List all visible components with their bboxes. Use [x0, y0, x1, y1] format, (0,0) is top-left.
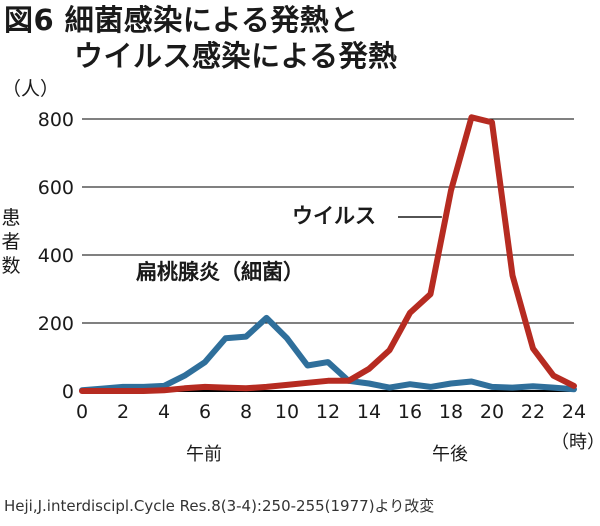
- x-tick-label: 6: [199, 401, 211, 423]
- x-tick-label: 2: [117, 401, 129, 423]
- x-tick-label: 10: [275, 401, 299, 423]
- chart-title: 図6 細菌感染による発熱と ウイルス感染による発熱: [4, 2, 398, 74]
- bacteria-series-label: 扁桃腺炎（細菌）: [136, 260, 304, 284]
- x-tick-label: 12: [316, 401, 340, 423]
- y-axis-label: 患者数: [1, 207, 21, 277]
- x-tick-label: 8: [240, 401, 252, 423]
- y-tick-label: 0: [62, 381, 74, 403]
- x-tick-label: 18: [439, 401, 463, 423]
- bacteria-series-line: [79, 314, 577, 394]
- x-tick-label: 16: [398, 401, 422, 423]
- chart-title-line1: 図6 細菌感染による発熱と: [4, 3, 359, 37]
- x-axis-unit: （時）: [551, 432, 600, 453]
- series-layer: [79, 114, 577, 394]
- x-tick-labels: 0 2 4 6 8 10 12 14 16 18 20 22 24: [76, 401, 586, 423]
- y-axis-unit: （人）: [2, 78, 60, 100]
- x-tick-label: 0: [76, 401, 88, 423]
- virus-series-line: [79, 114, 577, 394]
- chart-title-line2: ウイルス感染による発熱: [74, 39, 398, 73]
- period-pm-label: 午後: [432, 444, 468, 465]
- period-am-label: 午前: [186, 444, 222, 465]
- y-tick-labels: 0 200 400 600 800: [38, 109, 74, 403]
- virus-series-label: ウイルス: [292, 204, 376, 228]
- y-tick-label: 200: [38, 313, 74, 335]
- y-tick-label: 600: [38, 177, 74, 199]
- source-citation: Heji,J.interdiscipl.Cycle Res.8(3-4):250…: [4, 497, 435, 515]
- x-tick-label: 14: [357, 401, 381, 423]
- y-tick-label: 800: [38, 109, 74, 131]
- x-tick-label: 20: [480, 401, 504, 423]
- x-tick-label: 22: [521, 401, 545, 423]
- grid-lines: [82, 118, 574, 392]
- x-tick-label: 4: [158, 401, 170, 423]
- x-tick-label: 24: [562, 401, 586, 423]
- y-tick-label: 400: [38, 245, 74, 267]
